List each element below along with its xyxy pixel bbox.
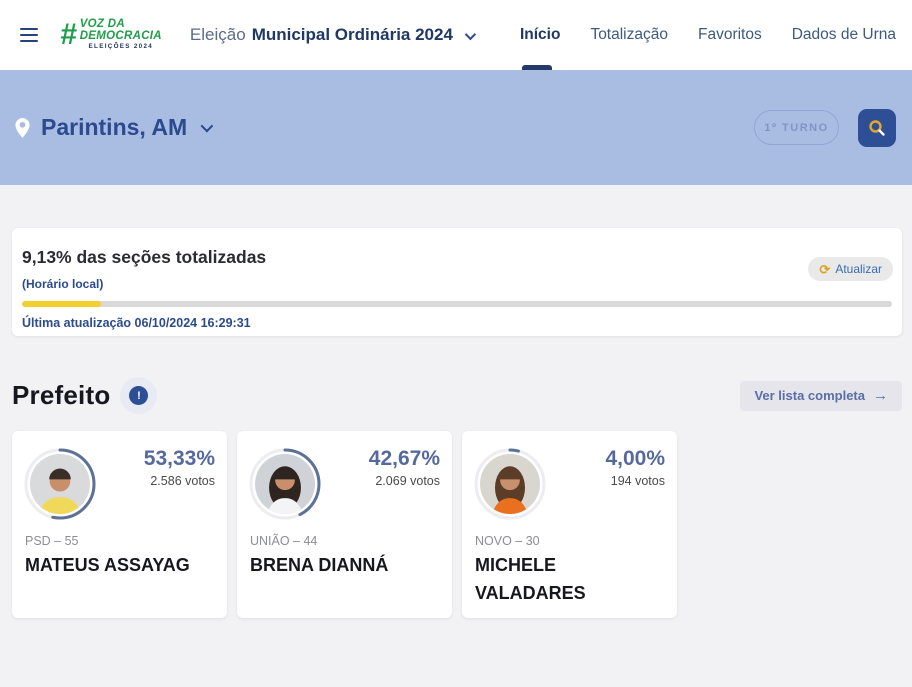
main-nav: Início Totalização Favoritos Dados de Ur… <box>520 0 896 70</box>
search-button[interactable] <box>858 108 896 147</box>
candidate-cards-row: 53,33% 2.586 votos PSD – 55 MATEUS ASSAY… <box>12 431 902 618</box>
logo-line2: DEMOCRACIA <box>79 29 162 42</box>
avatar <box>474 448 546 520</box>
progress-bar-fill <box>22 301 102 307</box>
prefeito-section-header: Prefeito ! Ver lista completa → <box>12 377 902 414</box>
local-time-label: (Horário local) <box>22 277 104 291</box>
refresh-icon: ⟳ <box>819 261 831 277</box>
sections-totalized-title: 9,13% das seções totalizadas <box>22 247 267 267</box>
party-number-label: PSD – 55 <box>25 534 79 548</box>
vote-percentage: 53,33% <box>143 447 215 470</box>
vote-share-ring <box>249 448 321 520</box>
party-number-label: UNIÃO – 44 <box>250 534 318 548</box>
vote-count: 194 votos <box>610 474 665 488</box>
refresh-button[interactable]: ⟳ Atualizar <box>808 257 893 281</box>
location-chevron-icon[interactable] <box>200 119 214 133</box>
candidate-photo <box>480 454 540 514</box>
totalization-progress-card: 9,13% das seções totalizadas (Horário lo… <box>12 228 902 336</box>
logo-subtitle: ELEIÇÕES 2024 <box>88 43 154 51</box>
page-title: Prefeito <box>12 380 111 410</box>
candidate-photo <box>255 454 315 514</box>
hashtag-icon: # <box>60 17 77 51</box>
candidate-photo <box>30 454 90 514</box>
chevron-down-icon <box>464 28 477 41</box>
vote-share-ring <box>24 448 96 520</box>
logo-line1: VOZ DA <box>79 18 125 31</box>
candidate-card-mateus-assayag[interactable]: 53,33% 2.586 votos PSD – 55 MATEUS ASSAY… <box>12 431 227 618</box>
tab-favoritos[interactable]: Favoritos <box>697 26 762 43</box>
top-header: # VOZ DA DEMOCRACIA ELEIÇÕES 2024 Eleiçã… <box>0 0 912 70</box>
location-title: Parintins, AM <box>41 114 188 140</box>
voz-da-democracia-logo: # VOZ DA DEMOCRACIA ELEIÇÕES 2024 <box>60 19 162 50</box>
avatar <box>249 448 321 520</box>
arrow-right-icon: → <box>873 387 888 404</box>
tab-totalizacao[interactable]: Totalização <box>590 26 668 43</box>
info-button[interactable]: ! <box>120 377 158 414</box>
search-icon <box>869 119 885 136</box>
vote-count: 2.069 votos <box>375 474 440 488</box>
view-full-list-label: Ver lista completa <box>754 388 865 403</box>
tab-inicio[interactable]: Início <box>520 0 560 70</box>
party-number-label: NOVO – 30 <box>475 534 540 548</box>
candidate-card-michele-valadares[interactable]: 4,00% 194 votos NOVO – 30 MICHELE VALADA… <box>462 431 677 618</box>
vote-count: 2.586 votos <box>150 474 215 488</box>
election-name-label: Municipal Ordinária 2024 <box>251 25 453 44</box>
refresh-label: Atualizar <box>835 262 882 276</box>
round-badge-button[interactable]: 1º TURNO <box>754 110 839 145</box>
vote-share-ring <box>474 448 546 520</box>
election-selector[interactable]: Eleição Municipal Ordinária 2024 <box>189 25 477 45</box>
view-full-list-button[interactable]: Ver lista completa → <box>740 380 902 411</box>
menu-icon[interactable] <box>20 27 38 43</box>
candidate-card-brena-dianna[interactable]: 42,67% 2.069 votos UNIÃO – 44 BRENA DIAN… <box>237 431 452 618</box>
progress-bar-track <box>22 301 892 307</box>
vote-percentage: 4,00% <box>605 447 665 470</box>
election-prefix-label: Eleição <box>189 25 246 44</box>
avatar <box>24 448 96 520</box>
vote-percentage: 42,67% <box>368 447 440 470</box>
tab-dados-de-urna[interactable]: Dados de Urna <box>791 26 896 43</box>
candidate-name: MATEUS ASSAYAG <box>25 555 190 575</box>
last-update-label: Última atualização 06/10/2024 16:29:31 <box>22 316 251 330</box>
info-icon: ! <box>129 386 149 405</box>
candidate-name: MICHELE VALADARES <box>475 555 586 603</box>
location-banner: Parintins, AM 1º TURNO <box>0 70 912 185</box>
location-pin-icon <box>14 117 31 139</box>
candidate-name: BRENA DIANNÁ <box>250 555 389 575</box>
